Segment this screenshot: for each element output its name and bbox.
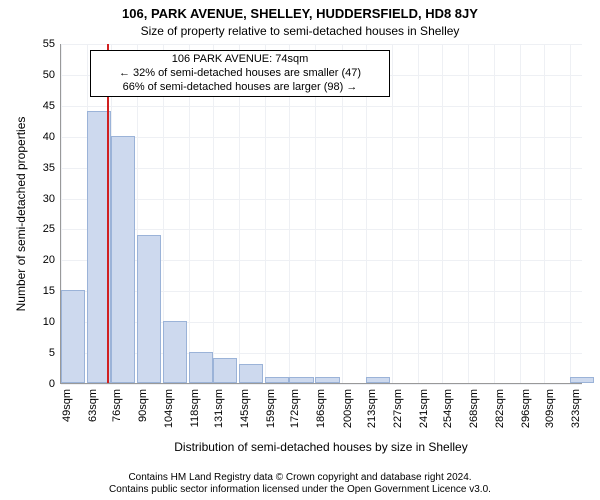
y-tick-label: 25	[43, 223, 61, 235]
histogram-bar	[265, 377, 289, 383]
x-tick-label: 145sqm	[239, 389, 251, 428]
x-tick-label: 104sqm	[163, 389, 175, 428]
x-tick-label: 213sqm	[366, 389, 378, 428]
x-tick-label: 49sqm	[61, 389, 73, 422]
y-tick-label: 40	[43, 131, 61, 143]
histogram-bar	[163, 321, 187, 383]
histogram-bar	[570, 377, 594, 383]
y-tick-label: 55	[43, 38, 61, 50]
x-tick-label: 296sqm	[520, 389, 532, 428]
y-tick-label: 10	[43, 316, 61, 328]
annotation-line: 106 PARK AVENUE: 74sqm	[97, 53, 383, 67]
annotation-box: 106 PARK AVENUE: 74sqm← 32% of semi-deta…	[90, 50, 390, 97]
grid-line-h	[61, 44, 582, 45]
x-tick-label: 63sqm	[87, 389, 99, 422]
chart-title: 106, PARK AVENUE, SHELLEY, HUDDERSFIELD,…	[0, 6, 600, 21]
histogram-bar	[366, 377, 390, 383]
grid-line-h	[61, 168, 582, 169]
y-tick-label: 45	[43, 100, 61, 112]
histogram-bar	[239, 364, 263, 383]
y-tick-label: 5	[49, 347, 61, 359]
chart-subtitle: Size of property relative to semi-detach…	[0, 24, 600, 38]
histogram-bar	[137, 235, 161, 383]
x-tick-label: 309sqm	[544, 389, 556, 428]
x-tick-label: 186sqm	[315, 389, 327, 428]
histogram-bar	[111, 136, 135, 383]
footer-line-2: Contains public sector information licen…	[0, 484, 600, 496]
grid-line-v	[442, 44, 443, 383]
y-tick-label: 15	[43, 285, 61, 297]
grid-line-v	[468, 44, 469, 383]
histogram-bar	[315, 377, 339, 383]
annotation-line: 66% of semi-detached houses are larger (…	[97, 81, 383, 95]
x-tick-label: 282sqm	[494, 389, 506, 428]
y-tick-label: 35	[43, 162, 61, 174]
x-tick-label: 241sqm	[418, 389, 430, 428]
y-tick-label: 50	[43, 69, 61, 81]
x-tick-label: 323sqm	[570, 389, 582, 428]
grid-line-v	[570, 44, 571, 383]
y-tick-label: 0	[49, 378, 61, 390]
grid-line-h	[61, 229, 582, 230]
x-tick-label: 131sqm	[213, 389, 225, 428]
histogram-bar	[289, 377, 313, 383]
footer-attribution: Contains HM Land Registry data © Crown c…	[0, 472, 600, 496]
x-tick-label: 118sqm	[189, 389, 201, 427]
y-axis-title: Number of semi-detached properties	[14, 44, 28, 384]
grid-line-v	[392, 44, 393, 383]
x-tick-label: 200sqm	[342, 389, 354, 428]
annotation-line: ← 32% of semi-detached houses are smalle…	[97, 67, 383, 81]
grid-line-h	[61, 384, 582, 385]
x-tick-label: 254sqm	[442, 389, 454, 428]
grid-line-h	[61, 199, 582, 200]
grid-line-h	[61, 106, 582, 107]
grid-line-v	[494, 44, 495, 383]
y-tick-label: 20	[43, 254, 61, 266]
y-tick-label: 30	[43, 193, 61, 205]
x-tick-label: 159sqm	[265, 389, 277, 428]
histogram-bar	[213, 358, 237, 383]
x-tick-label: 76sqm	[111, 389, 123, 422]
grid-line-v	[520, 44, 521, 383]
histogram-bar	[61, 290, 85, 383]
grid-line-h	[61, 137, 582, 138]
footer-line-1: Contains HM Land Registry data © Crown c…	[0, 472, 600, 484]
x-tick-label: 227sqm	[392, 389, 404, 428]
x-tick-label: 172sqm	[289, 389, 301, 428]
chart-container: 106, PARK AVENUE, SHELLEY, HUDDERSFIELD,…	[0, 0, 600, 500]
x-tick-label: 90sqm	[137, 389, 149, 422]
x-tick-label: 268sqm	[468, 389, 480, 428]
grid-line-v	[418, 44, 419, 383]
grid-line-v	[544, 44, 545, 383]
histogram-bar	[189, 352, 213, 383]
x-axis-title: Distribution of semi-detached houses by …	[60, 440, 582, 454]
